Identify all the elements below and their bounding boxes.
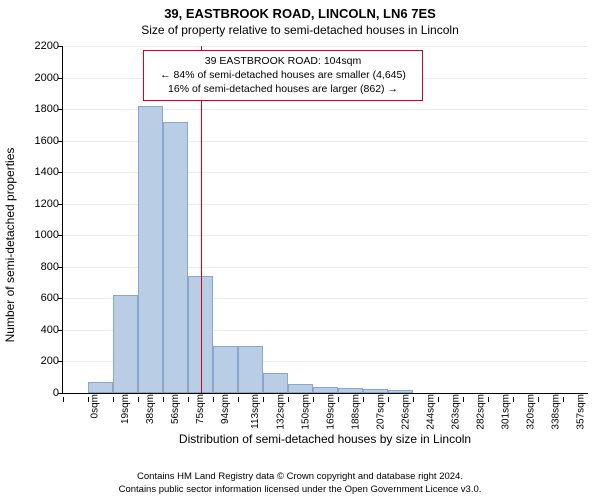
- x-tick-label: 320sqm: [526, 394, 537, 430]
- x-tick-label: 338sqm: [551, 394, 562, 430]
- chart-container: Number of semi-detached properties 02004…: [0, 40, 600, 450]
- histogram-bar: [338, 388, 363, 393]
- y-tick-label: 2200: [19, 40, 59, 52]
- x-tick-label: 113sqm: [250, 394, 261, 429]
- y-tick-mark: [58, 267, 63, 268]
- chart-subtitle: Size of property relative to semi-detach…: [0, 23, 600, 37]
- x-tick-label: 75sqm: [195, 394, 206, 424]
- x-tick-label: 169sqm: [326, 394, 337, 430]
- annotation-line-2: ← 84% of semi-detached houses are smalle…: [150, 68, 416, 82]
- x-tick-mark: [313, 397, 314, 402]
- x-tick-label: 188sqm: [351, 394, 362, 430]
- x-tick-mark: [263, 397, 264, 402]
- x-tick-label: 226sqm: [401, 394, 412, 430]
- x-tick-label: 0sqm: [89, 394, 100, 418]
- x-tick-label: 132sqm: [276, 394, 287, 430]
- x-tick-mark: [463, 397, 464, 402]
- annotation-line-3: 16% of semi-detached houses are larger (…: [150, 82, 416, 96]
- x-tick-mark: [213, 397, 214, 402]
- x-tick-mark: [513, 397, 514, 402]
- y-tick-mark: [58, 298, 63, 299]
- x-tick-label: 38sqm: [145, 394, 156, 424]
- x-tick-mark: [188, 397, 189, 402]
- x-tick-mark: [113, 397, 114, 402]
- annotation-box: 39 EASTBROOK ROAD: 104sqm ← 84% of semi-…: [143, 50, 423, 101]
- footnote: Contains HM Land Registry data © Crown c…: [0, 471, 600, 496]
- annotation-line-1: 39 EASTBROOK ROAD: 104sqm: [150, 54, 416, 68]
- y-tick-label: 600: [19, 292, 59, 304]
- x-tick-label: 263sqm: [451, 394, 462, 430]
- y-tick-mark: [58, 235, 63, 236]
- y-tick-label: 200: [19, 355, 59, 367]
- y-tick-mark: [58, 141, 63, 142]
- histogram-bar: [163, 122, 188, 393]
- histogram-bar: [138, 106, 163, 393]
- histogram-bar: [263, 373, 288, 394]
- y-tick-mark: [58, 172, 63, 173]
- x-tick-label: 357sqm: [576, 394, 587, 430]
- x-axis-label: Distribution of semi-detached houses by …: [62, 432, 588, 446]
- y-axis-label: Number of semi-detached properties: [3, 148, 17, 343]
- x-tick-mark: [63, 397, 64, 402]
- histogram-bar: [388, 390, 413, 393]
- x-tick-mark: [238, 397, 239, 402]
- histogram-bar: [313, 387, 338, 393]
- x-tick-label: 19sqm: [120, 394, 131, 424]
- x-tick-label: 301sqm: [501, 394, 512, 430]
- histogram-bar: [213, 346, 238, 393]
- y-tick-mark: [58, 78, 63, 79]
- x-tick-mark: [88, 397, 89, 402]
- histogram-bar: [288, 384, 313, 393]
- histogram-bar: [113, 295, 138, 393]
- y-tick-mark: [58, 109, 63, 110]
- y-tick-label: 2000: [19, 72, 59, 84]
- y-tick-label: 1200: [19, 198, 59, 210]
- x-tick-mark: [288, 397, 289, 402]
- x-tick-mark: [413, 397, 414, 402]
- x-tick-label: 244sqm: [426, 394, 437, 430]
- histogram-bar: [363, 389, 388, 393]
- footnote-line-1: Contains HM Land Registry data © Crown c…: [0, 471, 600, 483]
- x-tick-mark: [563, 397, 564, 402]
- footnote-line-2: Contains public sector information licen…: [0, 484, 600, 496]
- y-tick-mark: [58, 46, 63, 47]
- y-tick-label: 1800: [19, 103, 59, 115]
- plot-area: 0200400600800100012001400160018002000220…: [62, 46, 588, 394]
- y-tick-label: 0: [19, 387, 59, 399]
- x-tick-mark: [488, 397, 489, 402]
- y-tick-label: 800: [19, 261, 59, 273]
- histogram-bar: [238, 346, 263, 393]
- histogram-bar: [88, 382, 113, 393]
- y-tick-mark: [58, 330, 63, 331]
- x-tick-mark: [438, 397, 439, 402]
- y-tick-label: 400: [19, 324, 59, 336]
- x-tick-mark: [363, 397, 364, 402]
- x-tick-mark: [338, 397, 339, 402]
- y-tick-label: 1600: [19, 135, 59, 147]
- x-tick-label: 282sqm: [476, 394, 487, 430]
- x-tick-label: 94sqm: [220, 394, 231, 424]
- y-tick-mark: [58, 361, 63, 362]
- chart-title-block: 39, EASTBROOK ROAD, LINCOLN, LN6 7ES Siz…: [0, 0, 600, 37]
- y-tick-mark: [58, 393, 63, 394]
- y-tick-label: 1000: [19, 229, 59, 241]
- x-tick-label: 150sqm: [301, 394, 312, 430]
- x-tick-label: 207sqm: [376, 394, 387, 430]
- x-tick-mark: [138, 397, 139, 402]
- x-tick-label: 56sqm: [170, 394, 181, 424]
- grid-line: [63, 46, 588, 47]
- x-tick-mark: [538, 397, 539, 402]
- x-tick-mark: [388, 397, 389, 402]
- chart-title: 39, EASTBROOK ROAD, LINCOLN, LN6 7ES: [0, 6, 600, 21]
- y-tick-label: 1400: [19, 166, 59, 178]
- x-tick-mark: [163, 397, 164, 402]
- y-tick-mark: [58, 204, 63, 205]
